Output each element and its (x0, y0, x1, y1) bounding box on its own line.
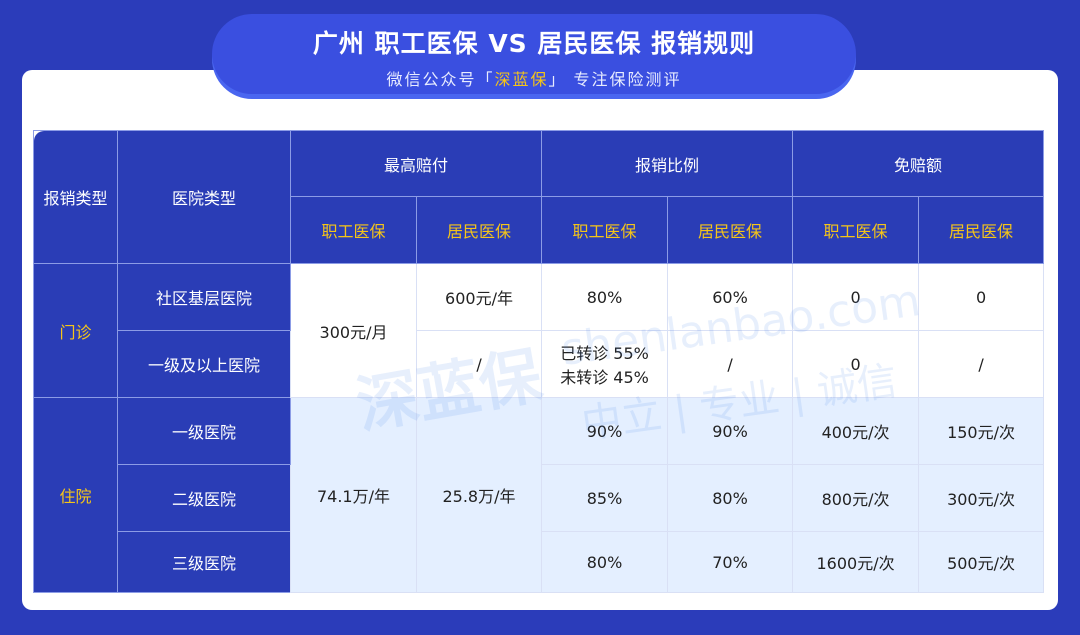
sub-resident: 居民医保 (415, 196, 543, 264)
cell: 74.1万/年 (290, 397, 417, 593)
hospital-cell: 二级医院 (117, 464, 291, 532)
hospital-cell: 三级医院 (117, 531, 291, 593)
cell: 80% (541, 531, 669, 593)
subtitle: 微信公众号「深蓝保」 专注保险测评 (212, 66, 856, 90)
hospital-cell: 一级及以上医院 (117, 330, 291, 398)
hospital-cell: 社区基层医院 (117, 263, 291, 331)
table-row: 住院 一级医院 74.1万/年 25.8万/年 90% 90% 400元/次 1… (33, 397, 1045, 593)
sub-employee: 职工医保 (541, 196, 669, 264)
cell: / (667, 330, 794, 398)
subtitle-prefix: 微信公众号「 (386, 70, 495, 89)
subtitle-suffix: 」 专注保险测评 (548, 70, 682, 89)
header-type: 报销类型 (33, 130, 118, 264)
cell: 80% (541, 263, 669, 331)
cell: 300元/次 (918, 464, 1045, 532)
cell: 90% (541, 397, 669, 465)
header-deductible: 免赔额 (792, 130, 1045, 197)
cell: 500元/次 (918, 531, 1045, 593)
cell: / (918, 330, 1045, 398)
table-row: 三级医院 80% 70% 1600元/次 500元/次 (34, 531, 1045, 593)
cell: / (415, 330, 543, 398)
cell: 300元/月 (290, 263, 417, 398)
cell: 1600元/次 (792, 531, 920, 593)
hospital-cell: 一级医院 (117, 397, 291, 465)
cell-line: 已转诊 55% (560, 344, 649, 363)
header-ratio: 报销比例 (541, 130, 794, 197)
cell: 70% (667, 531, 794, 593)
header-max-pay: 最高赔付 (289, 130, 543, 197)
cell: 0 (792, 330, 920, 398)
page-title: 广州 职工医保 VS 居民医保 报销规则 (312, 29, 756, 58)
reimbursement-table: 报销类型 医院类型 最高赔付 报销比例 免赔额 职工医保 居民医保 职工医保 居… (33, 130, 1045, 593)
cell: 800元/次 (792, 464, 920, 532)
sub-resident: 居民医保 (918, 196, 1045, 264)
title-banner: 广州 职工医保 VS 居民医保 报销规则 微信公众号「深蓝保」 专注保险测评 (212, 14, 856, 94)
cell: 80% (667, 464, 794, 532)
cell: 25.8万/年 (415, 397, 543, 593)
cell: 90% (667, 397, 794, 465)
table-row: 门诊 社区基层医院 300元/月 600元/年 80% 60% 0 0 (33, 263, 1045, 398)
type-outpatient: 门诊 (33, 263, 118, 398)
type-inpatient: 住院 (33, 397, 118, 593)
cell: 150元/次 (918, 397, 1045, 465)
table-row: 二级医院 85% 80% 800元/次 300元/次 (34, 464, 1045, 532)
header-row: 报销类型 医院类型 最高赔付 报销比例 免赔额 (33, 130, 1045, 264)
cell: 400元/次 (792, 397, 920, 465)
sub-resident: 居民医保 (667, 196, 794, 264)
cell: 60% (667, 263, 794, 331)
subtitle-brand: 深蓝保 (494, 70, 549, 89)
sub-employee: 职工医保 (290, 196, 417, 264)
cell: 0 (792, 263, 920, 331)
cell: 600元/年 (415, 263, 543, 331)
subheader-row: 职工医保 居民医保 职工医保 居民医保 职工医保 居民医保 (34, 196, 1045, 264)
table-row: 一级及以上医院 / 已转诊 55% 未转诊 45% / 0 / (34, 330, 1045, 398)
header-hospital: 医院类型 (117, 130, 291, 264)
sub-employee: 职工医保 (792, 196, 920, 264)
cell: 已转诊 55% 未转诊 45% (541, 330, 669, 398)
cell-line: 未转诊 45% (560, 368, 649, 387)
cell: 0 (918, 263, 1045, 331)
cell: 85% (541, 464, 669, 532)
